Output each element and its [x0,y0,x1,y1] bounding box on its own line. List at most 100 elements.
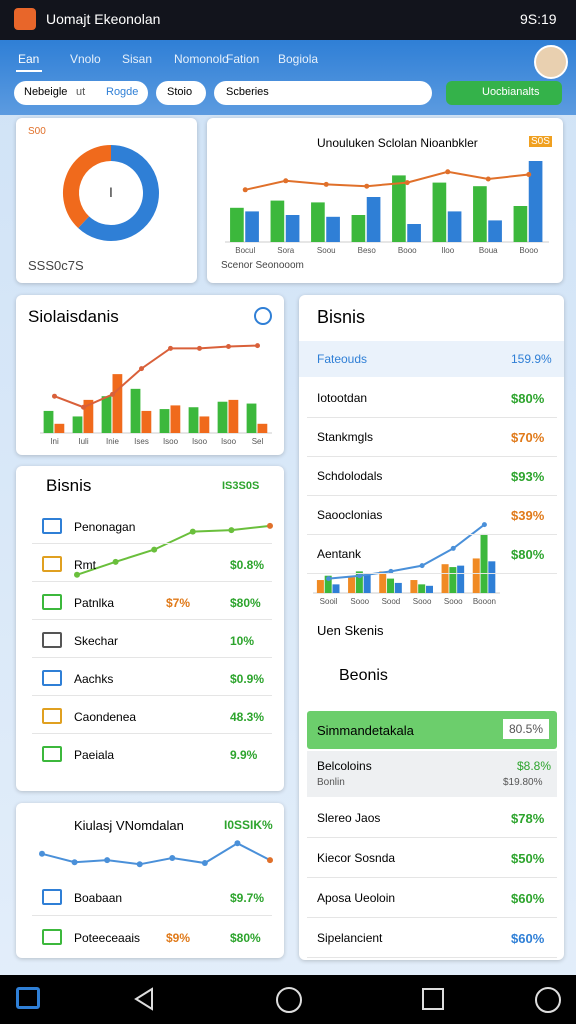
bar [355,571,363,593]
list-card: Bisnis IS3S0S Penonagan Rmt $0.8% Patnlka $7… [16,466,284,791]
sales-chart: Ini Iuli Inie Ises Isoo Isoo Isoo Sel [40,343,272,446]
tab: Vnolo [70,52,101,66]
highlight-row[interactable]: Simmandetakala 80.5% [307,711,557,749]
chart-title: Unouluken Sclolan Nioanbkler [317,136,478,150]
x-tick-label: Sooo [413,597,432,606]
bar [366,197,381,242]
x-tick-label: Sooo [444,597,463,606]
donut-card: S00 I SSS0c7S [16,118,197,283]
x-tick-label: Sooil [320,597,338,606]
bar [392,175,406,242]
tab: Sisan [122,52,153,66]
list-line [74,522,273,578]
row-value: 48.3% [230,710,265,724]
row-value: $9.7% [230,891,265,905]
recents-button[interactable] [422,988,444,1010]
back-button[interactable] [132,987,156,1011]
point [481,522,487,528]
row-label: Paeiala [74,748,115,762]
action-label: Uocbianalts [482,86,540,98]
divider [32,581,272,582]
divider [32,915,272,916]
row-icon [42,670,62,686]
bar [130,388,141,433]
home-circle[interactable] [276,987,302,1013]
pair-subvalue: $19.80% [503,777,543,788]
info-icon[interactable] [254,307,272,325]
tab: Bogiola [278,52,319,66]
point [112,558,119,565]
point [81,404,86,410]
action-button[interactable]: Uocbianalts [446,81,562,105]
row-value: $80% [230,596,261,610]
filter-label: Nebeigle [24,86,68,98]
notify-button[interactable] [535,987,561,1013]
pair-value: $8.8% [517,759,552,773]
row-value: $78% [511,811,545,826]
filter-label: ut [76,86,86,98]
bar [488,561,496,593]
row-icon [42,889,62,905]
bar [43,410,54,433]
row-icon [42,929,62,945]
caption: SSS0c7S [28,258,84,273]
point [39,850,45,857]
footer: Scenor Seonooom [221,260,304,271]
bar [457,565,465,593]
row-value: $39% [511,508,545,523]
bar [410,580,418,593]
point [201,860,208,867]
bar [245,211,259,242]
point [234,840,241,847]
head-label: Fateouds [317,352,368,366]
line [245,170,529,191]
filter[interactable]: Stoio [156,81,206,105]
x-tick-label: Sel [252,437,264,446]
x-tick-label: Booon [473,597,496,606]
home-button[interactable] [16,987,40,1009]
bar [311,202,325,242]
row-value: $7% [166,596,191,610]
x-tick-label: Iuli [78,437,88,446]
point [283,178,289,184]
divider [307,917,557,918]
badge: I0SSIK% [224,818,273,832]
point [326,576,332,582]
point [228,527,235,534]
filter-label: Rogde [106,86,139,98]
panel-sub: Uen Skenis [317,623,384,638]
row-value: $50% [511,851,545,866]
point [404,180,410,186]
row-label: Aposa Ueoloin [317,891,396,905]
line [41,842,271,866]
row-label: Slereo Jaos [317,811,381,825]
row-label: Iotootdan [317,391,368,405]
row-label: Skechar [74,634,119,648]
bar [230,207,244,242]
filter[interactable]: Nebeigle ut Rogde [14,81,148,105]
point [255,343,260,349]
divider [307,456,557,457]
donut-slice [78,145,159,241]
row-value: $60% [511,891,545,906]
card-title: Kiulasj VNomdalan [74,818,184,833]
point [189,528,196,535]
point [226,344,231,350]
x-tick-label: Isoo [221,437,237,446]
bar [159,409,170,433]
bar [228,399,239,433]
divider [307,534,557,535]
tabs: Ean Vnolo Sisan Nomonolo Fation Bogiola [0,52,576,72]
divider [32,733,272,734]
row-label: Kiecor Sosnda [317,851,396,865]
avatar[interactable] [534,45,568,79]
row-value: $0.9% [230,672,265,686]
badge: S00 [28,126,46,137]
search[interactable]: Scberies [214,81,432,105]
bar [449,567,457,593]
point [388,568,394,574]
point [364,183,370,189]
sales-card: Siolaisdanis Ini Iuli Inie Ises Isoo Isoo Isoo… [16,295,284,455]
x-tick-label: Isoo [163,437,179,446]
